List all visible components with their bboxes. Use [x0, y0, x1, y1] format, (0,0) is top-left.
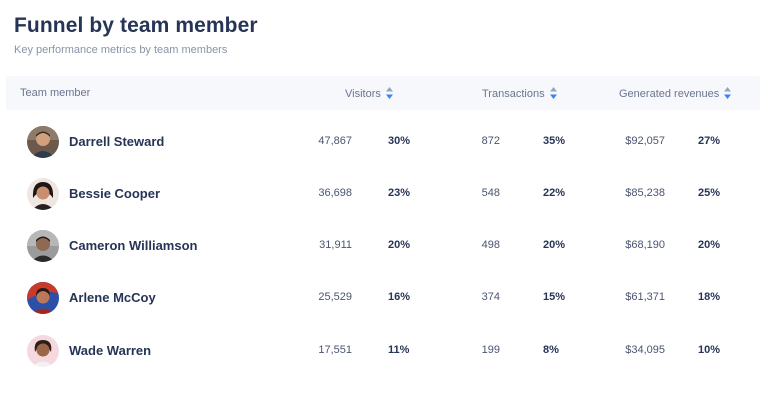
transactions-percent: 20%	[543, 239, 566, 251]
table-row[interactable]: Darrell Steward 47,867 30% 872 35% $92,0…	[6, 119, 760, 165]
team-member-name: Bessie Cooper	[69, 186, 161, 201]
column-header-generated-revenues[interactable]: Generated revenues	[619, 87, 732, 100]
transactions-value: 872	[481, 135, 500, 147]
revenue-value: $68,190	[625, 239, 665, 251]
transactions-value: 374	[481, 291, 500, 303]
column-header-team-member: Team member	[20, 87, 91, 99]
sort-arrows-icon[interactable]	[549, 87, 557, 99]
visitors-percent: 23%	[388, 187, 411, 199]
sort-arrows-icon[interactable]	[724, 87, 732, 99]
sort-arrows-icon[interactable]	[385, 87, 393, 99]
revenue-percent: 27%	[698, 135, 721, 147]
transactions-percent: 22%	[543, 187, 566, 199]
revenue-value: $85,238	[625, 187, 665, 199]
avatar	[27, 335, 59, 367]
transactions-value: 548	[481, 187, 500, 199]
revenue-percent: 10%	[698, 344, 721, 356]
table-row[interactable]: Bessie Cooper 36,698 23% 548 22% $85,238…	[6, 171, 760, 217]
team-member-name: Darrell Steward	[69, 134, 165, 149]
page-title: Funnel by team member	[14, 14, 258, 37]
visitors-percent: 20%	[388, 239, 411, 251]
column-header-label: Generated revenues	[619, 88, 720, 100]
column-header-label: Visitors	[345, 88, 381, 100]
transactions-percent: 35%	[543, 135, 566, 147]
visitors-value: 47,867	[318, 135, 352, 147]
visitors-value: 25,529	[318, 291, 352, 303]
revenue-percent: 20%	[698, 239, 721, 251]
table-row[interactable]: Cameron Williamson 31,911 20% 498 20% $6…	[6, 223, 760, 269]
table-header: Team member Visitors Transactions Genera…	[6, 76, 760, 110]
avatar	[27, 230, 59, 262]
page-subtitle: Key performance metrics by team members	[14, 44, 228, 56]
team-member-name: Wade Warren	[69, 343, 152, 358]
column-header-visitors[interactable]: Visitors	[345, 87, 393, 100]
revenue-value: $92,057	[625, 135, 665, 147]
transactions-percent: 8%	[543, 344, 559, 356]
team-member-name: Cameron Williamson	[69, 238, 198, 253]
revenue-value: $61,371	[625, 291, 665, 303]
transactions-value: 199	[481, 344, 500, 356]
visitors-value: 36,698	[318, 187, 352, 199]
table-row[interactable]: Arlene McCoy 25,529 16% 374 15% $61,371 …	[6, 275, 760, 321]
visitors-percent: 30%	[388, 135, 411, 147]
visitors-value: 31,911	[319, 239, 352, 251]
visitors-percent: 11%	[388, 344, 410, 356]
column-header-transactions[interactable]: Transactions	[482, 87, 557, 100]
avatar	[27, 126, 59, 158]
revenue-percent: 25%	[698, 187, 721, 199]
table-row[interactable]: Wade Warren 17,551 11% 199 8% $34,095 10…	[6, 328, 760, 374]
column-header-label: Transactions	[482, 88, 545, 100]
visitors-value: 17,551	[318, 344, 352, 356]
avatar	[27, 178, 59, 210]
team-member-name: Arlene McCoy	[69, 290, 156, 305]
transactions-value: 498	[481, 239, 500, 251]
visitors-percent: 16%	[388, 291, 411, 303]
revenue-value: $34,095	[625, 344, 665, 356]
avatar	[27, 282, 59, 314]
revenue-percent: 18%	[698, 291, 721, 303]
transactions-percent: 15%	[543, 291, 566, 303]
